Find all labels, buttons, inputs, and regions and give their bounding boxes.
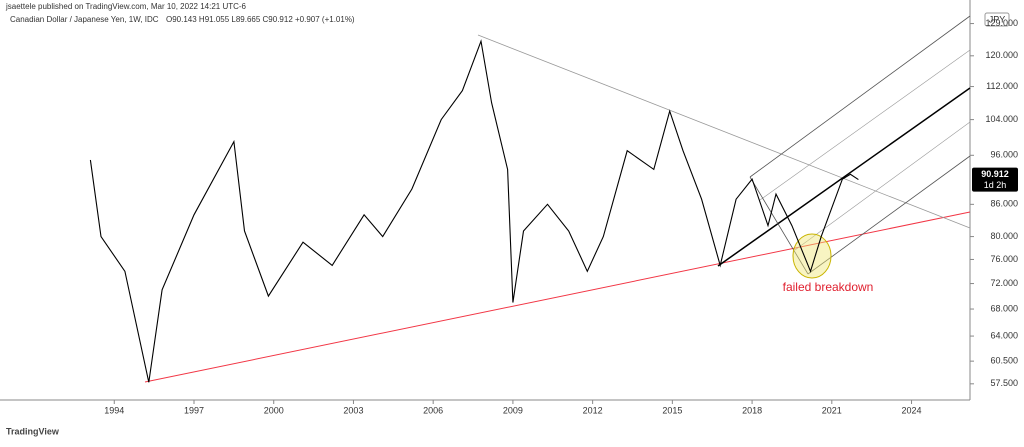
x-tick-label: 2006 xyxy=(423,405,443,415)
x-tick-label: 2021 xyxy=(822,405,842,415)
pitchfork-handle xyxy=(749,176,809,275)
last-price: 90.912 xyxy=(981,169,1009,179)
x-tick-label: 2003 xyxy=(343,405,363,415)
pitchfork-upper xyxy=(749,15,971,178)
y-tick-label: 112.000 xyxy=(986,81,1018,91)
x-tick-label: 2000 xyxy=(264,405,284,415)
y-tick-label: 57.500 xyxy=(990,378,1018,388)
annotation: failed breakdown xyxy=(783,280,874,294)
y-tick-label: 129.000 xyxy=(985,18,1018,28)
ohlc: O90.143 H91.055 L89.665 C90.912 +0.907 (… xyxy=(166,15,355,24)
y-tick-label: 72.000 xyxy=(990,278,1018,288)
y-tick-label: 104.000 xyxy=(985,114,1018,124)
y-tick-label: 120.000 xyxy=(985,50,1018,60)
y-tick-label: 86.000 xyxy=(990,199,1018,209)
currency-box xyxy=(984,12,1010,27)
y-tick-label: 64.000 xyxy=(990,330,1018,340)
y-tick-label: 96.000 xyxy=(990,150,1018,160)
x-tick-label: 2024 xyxy=(902,405,922,415)
resistance-trendline xyxy=(477,34,971,229)
y-tick-label: 76.000 xyxy=(990,254,1018,264)
countdown: 1d 2h xyxy=(984,180,1007,190)
x-tick-label: 2018 xyxy=(742,405,762,415)
footer: TradingView xyxy=(6,426,60,436)
x-tick-label: 2009 xyxy=(503,405,523,415)
highlight xyxy=(792,233,832,279)
last-price-box xyxy=(972,167,1018,192)
pitchfork-quarter xyxy=(759,49,971,201)
publisher: jsaettele published on TradingView.com, … xyxy=(5,2,247,11)
y-tick-label: 80.000 xyxy=(990,231,1018,241)
chart-title: Canadian Dollar / Japanese Yen, 1W, IDC xyxy=(10,15,159,24)
price-line xyxy=(89,39,859,383)
x-tick-label: 2012 xyxy=(583,405,603,415)
pitchfork-lower xyxy=(807,155,971,275)
support-trendline xyxy=(144,211,971,383)
x-tick-label: 1994 xyxy=(104,405,124,415)
y-tick-label: 68.000 xyxy=(990,303,1018,313)
currency: JPY xyxy=(989,14,1006,24)
y-tick-label: 60.500 xyxy=(990,356,1018,366)
x-tick-label: 1997 xyxy=(184,405,204,415)
x-tick-label: 2015 xyxy=(662,405,682,415)
pitchfork-median xyxy=(717,87,971,267)
